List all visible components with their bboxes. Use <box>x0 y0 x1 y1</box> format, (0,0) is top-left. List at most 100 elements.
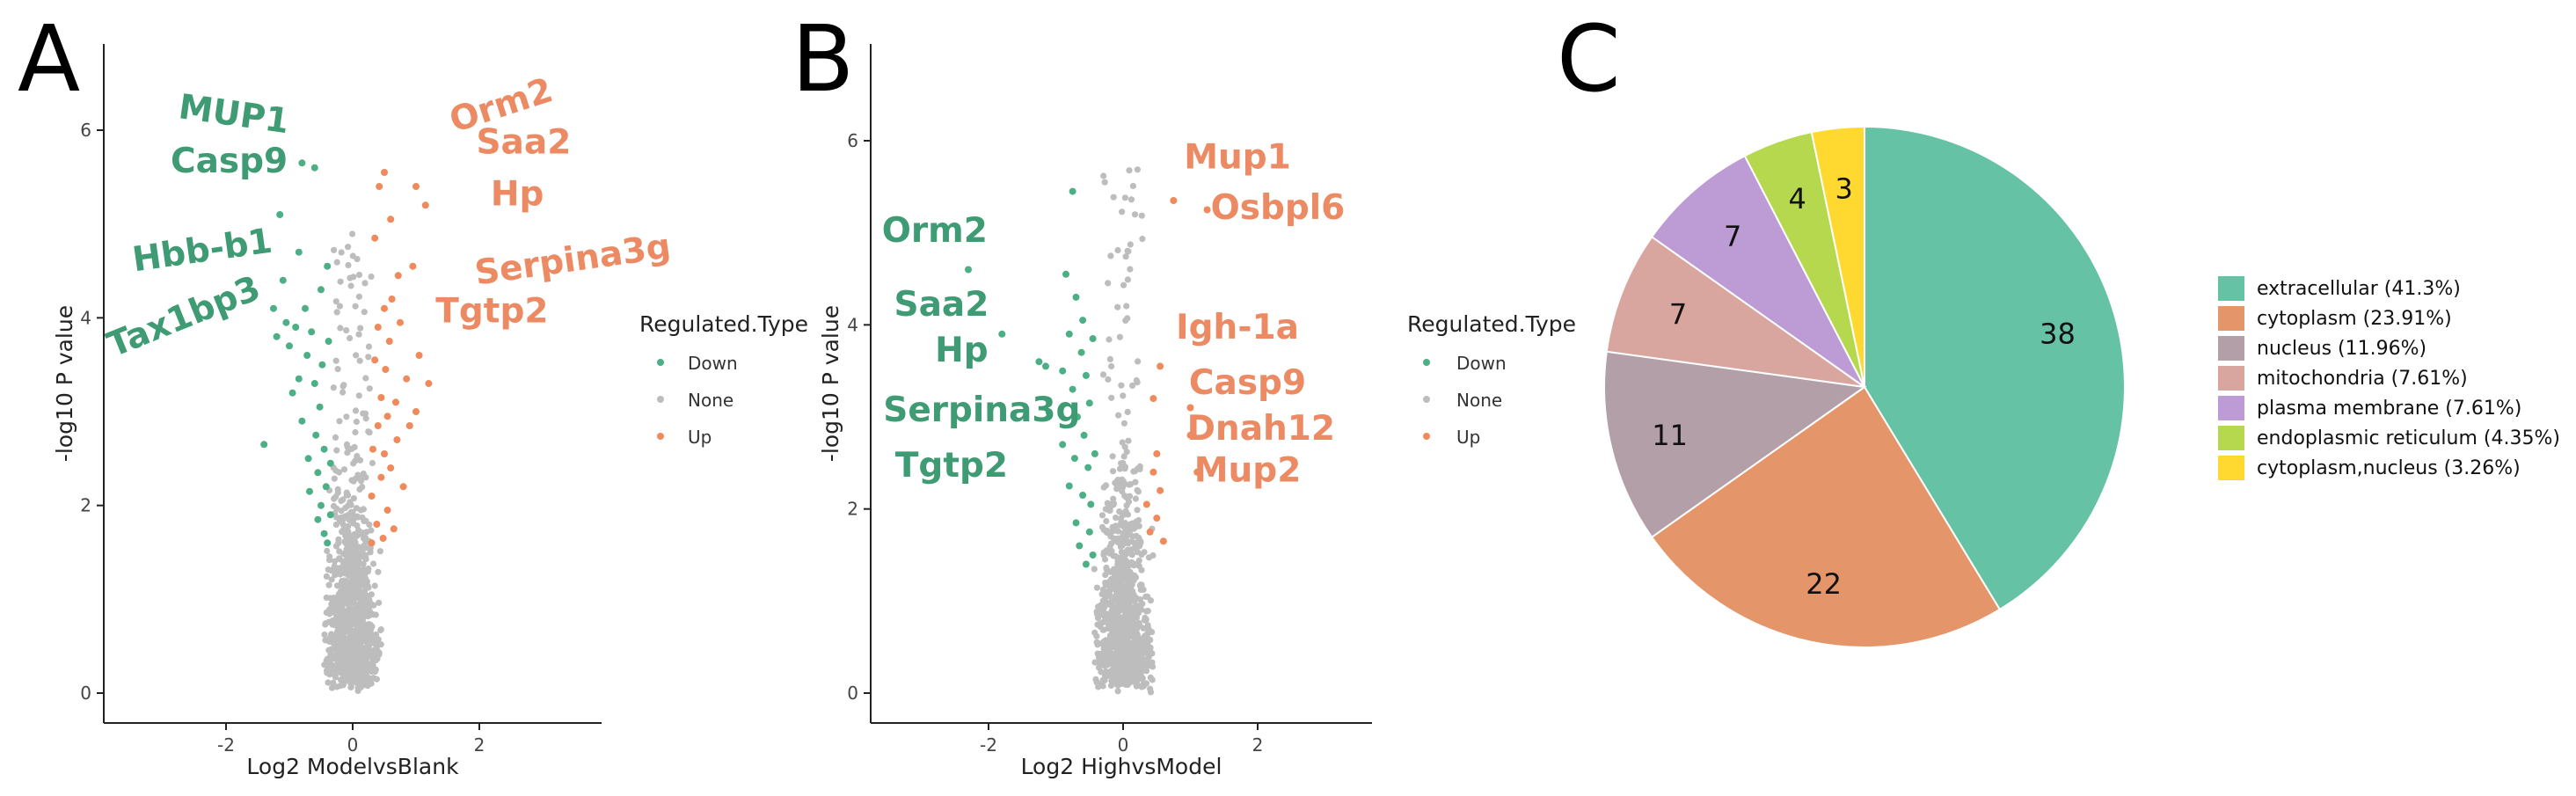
a-point-none <box>327 566 334 574</box>
a-point-none <box>333 666 340 674</box>
b-point-none <box>1118 677 1125 684</box>
a-point-none <box>346 605 353 612</box>
b-point-none <box>1143 608 1150 615</box>
panel-letter-b: B <box>792 5 854 113</box>
b-point-down <box>1077 348 1085 356</box>
a-gene-label-down: Casp9 <box>171 142 288 181</box>
b-point-none <box>1120 558 1127 565</box>
b-point-none <box>1113 522 1120 529</box>
b-legend-title: Regulated.Type <box>1407 311 1576 337</box>
a-point-none <box>352 407 360 414</box>
a-point-none <box>346 639 353 646</box>
a-point-none <box>348 477 355 484</box>
a-point-none <box>361 611 368 618</box>
a-point-none <box>357 507 364 514</box>
a-point-up <box>373 521 381 528</box>
b-point-none <box>1122 317 1129 324</box>
b-point-none <box>1122 253 1129 260</box>
a-point-none <box>327 650 334 658</box>
a-point-down <box>306 487 313 495</box>
a-point-down <box>298 417 306 425</box>
a-point-none <box>371 582 378 589</box>
a-point-none <box>352 538 359 545</box>
b-point-none <box>1134 507 1141 514</box>
a-point-down <box>270 304 277 312</box>
b-point-none <box>1135 557 1142 564</box>
a-point-none <box>337 278 344 285</box>
a-point-none <box>357 325 364 332</box>
pie-slice-value: 22 <box>1806 567 1842 601</box>
b-point-down <box>1085 399 1093 407</box>
a-point-up <box>368 493 376 500</box>
a-point-none <box>341 538 348 545</box>
b-point-none <box>1121 628 1128 636</box>
b-gene-label-down: Saa2 <box>894 285 989 325</box>
b-point-none <box>1102 581 1109 588</box>
a-point-none <box>364 597 371 604</box>
b-point-none <box>1136 465 1143 473</box>
b-point-down <box>1091 449 1098 457</box>
a-point-none <box>328 684 336 691</box>
a-point-down <box>260 441 268 449</box>
b-point-none <box>1136 543 1143 550</box>
b-point-none <box>1120 453 1127 460</box>
b-point-none <box>1121 443 1128 450</box>
b-point-none <box>1132 495 1139 502</box>
b-point-none <box>1114 614 1121 621</box>
a-point-none <box>347 683 354 691</box>
a-point-up <box>388 296 396 303</box>
b-point-none <box>1108 540 1115 547</box>
a-point-none <box>347 334 354 342</box>
b-point-none <box>1130 619 1137 626</box>
a-point-none <box>347 282 354 289</box>
a-point-up <box>399 483 407 491</box>
a-point-up <box>371 356 379 364</box>
a-point-none <box>347 274 354 281</box>
b-point-none <box>1130 629 1137 637</box>
b-point-none <box>1102 572 1109 579</box>
b-x-tick-label: 2 <box>1252 734 1264 756</box>
a-y-tick-label: 2 <box>80 495 91 516</box>
a-point-up <box>377 473 385 481</box>
b-point-up <box>1146 528 1154 536</box>
b-gene-label-down: Serpina3g <box>883 391 1080 430</box>
b-point-up <box>1186 431 1194 439</box>
a-point-none <box>362 415 369 422</box>
b-point-down <box>1072 293 1080 301</box>
a-point-none <box>361 626 369 634</box>
b-point-none <box>1130 525 1137 532</box>
b-point-down <box>1074 413 1081 420</box>
a-point-none <box>333 309 340 316</box>
b-point-none <box>1147 674 1154 682</box>
a-point-up <box>394 272 402 280</box>
a-point-none <box>361 645 368 652</box>
a-point-none <box>333 447 340 454</box>
a-point-none <box>355 647 362 655</box>
a-point-none <box>363 529 370 536</box>
a-point-none <box>336 418 343 425</box>
a-point-up <box>371 234 379 242</box>
a-point-none <box>368 273 375 281</box>
b-point-none <box>1131 604 1138 611</box>
a-point-none <box>345 244 352 251</box>
b-point-down <box>1079 317 1087 325</box>
pie-slice-plasma-membrane <box>1650 154 1865 388</box>
a-point-down <box>314 515 322 523</box>
pie-legend-key <box>2218 456 2244 480</box>
a-point-none <box>346 446 353 453</box>
a-point-up <box>368 539 376 547</box>
a-point-up <box>381 450 388 457</box>
a-point-up <box>409 262 417 270</box>
b-point-up <box>1149 468 1157 476</box>
a-x-tick-label: -2 <box>217 734 235 756</box>
a-point-none <box>362 375 369 382</box>
a-point-none <box>337 676 345 683</box>
a-legend-label-down: Down <box>688 353 738 374</box>
b-point-none <box>1100 484 1107 491</box>
a-point-up <box>390 525 398 533</box>
a-legend-label-none: None <box>688 390 733 411</box>
b-point-none <box>1126 624 1133 631</box>
b-y-axis-title: -log10 P value <box>818 305 843 462</box>
b-legend-key-up <box>1423 433 1430 440</box>
a-point-none <box>355 271 363 279</box>
